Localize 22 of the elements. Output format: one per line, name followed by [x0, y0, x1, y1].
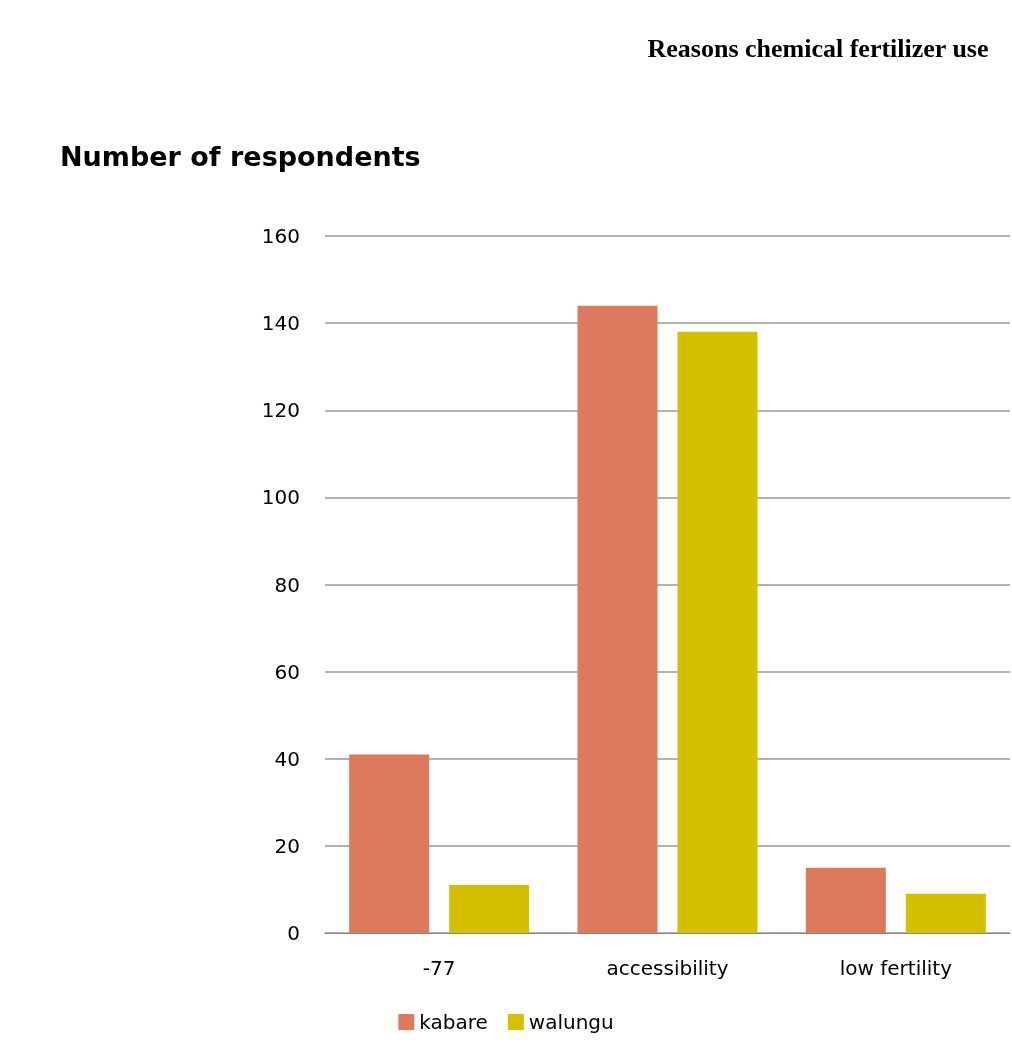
legend-label: kabare [419, 1010, 488, 1034]
x-tick-label: low fertility [839, 956, 953, 980]
y-tick-label: 120 [261, 398, 300, 423]
y-axis-title: Number of respondents [60, 141, 421, 172]
bar [805, 867, 886, 933]
y-tick-label: 20 [274, 833, 300, 858]
chart-title: Reasons chemical fertilizer use [647, 33, 989, 63]
bar [677, 331, 758, 933]
y-tick-label: 40 [274, 746, 300, 771]
y-tick-label: 140 [261, 311, 300, 336]
x-tick-label: -77 [422, 956, 456, 980]
bar [349, 754, 430, 933]
y-tick-label: 160 [261, 224, 300, 248]
y-tick-label: 80 [274, 572, 300, 597]
y-tick-label: 0 [287, 921, 300, 945]
x-tick-label: accessibility [606, 956, 729, 980]
bar [449, 885, 530, 933]
y-tick-label: 60 [274, 659, 300, 684]
legend-label: walungu [528, 1010, 614, 1034]
y-tick-label: 100 [261, 485, 300, 510]
bar [905, 893, 986, 933]
bar [577, 305, 658, 933]
